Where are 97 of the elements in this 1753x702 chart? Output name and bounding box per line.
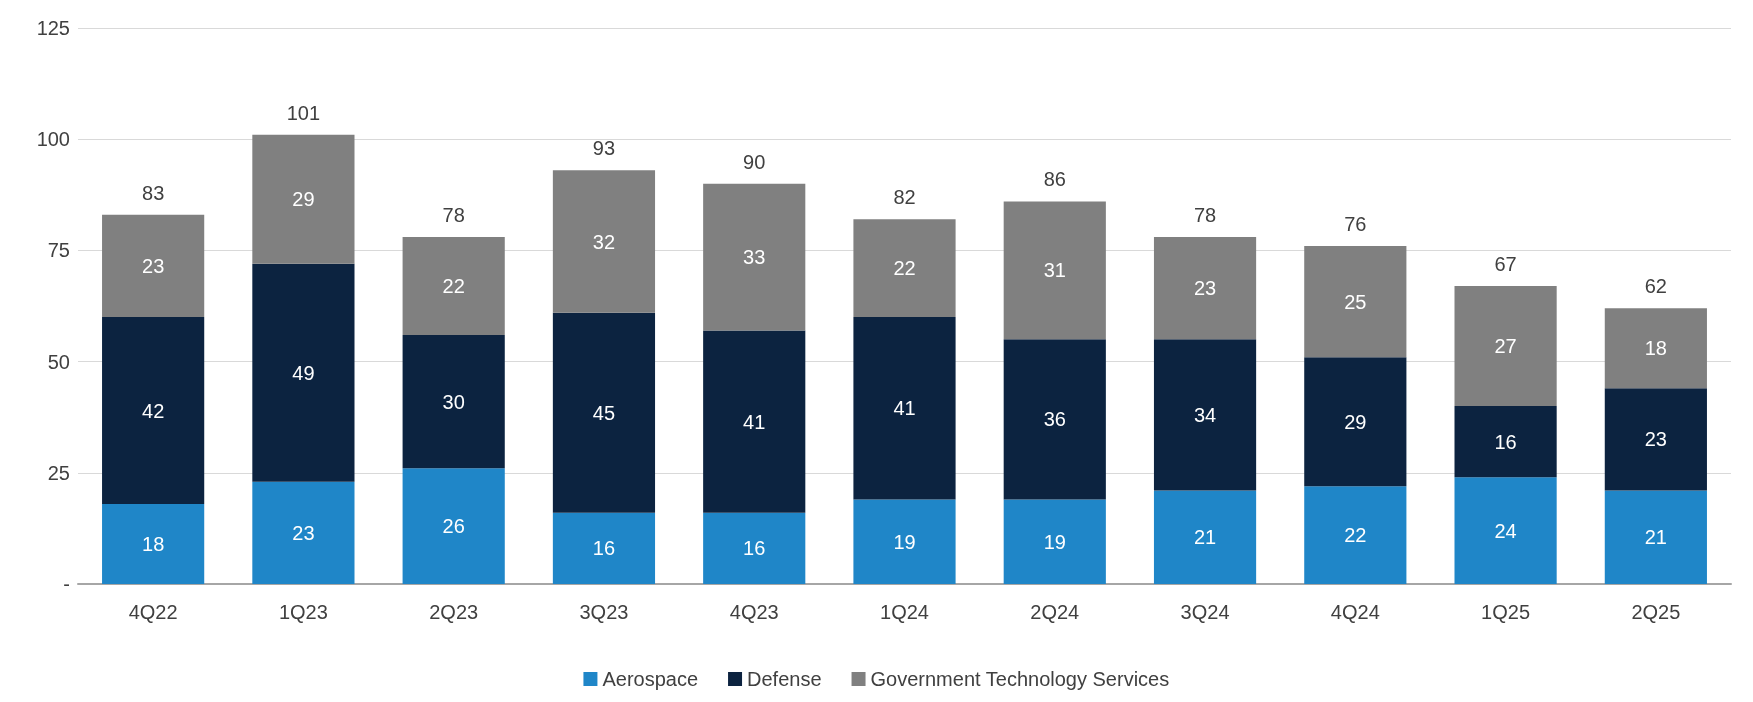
- bar: [1604, 388, 1707, 491]
- total-label: 62: [1644, 275, 1667, 298]
- total-label: 93: [592, 137, 616, 160]
- bar: [252, 481, 355, 584]
- total-label: 83: [142, 181, 165, 204]
- bar: [703, 512, 806, 584]
- data-label: 21: [1644, 526, 1667, 549]
- x-tick-label: 2Q24: [1030, 601, 1080, 623]
- data-label: 23: [292, 521, 315, 544]
- total-label: 101: [286, 101, 321, 124]
- data-label: 16: [743, 537, 766, 560]
- bar: [1454, 477, 1557, 584]
- data-label: 32: [592, 230, 616, 253]
- data-label: 26: [442, 515, 465, 538]
- bar: [102, 214, 205, 318]
- bar: [102, 503, 205, 584]
- data-label: 33: [743, 246, 766, 269]
- bar: [1454, 406, 1557, 478]
- x-tick-label: 2Q23: [429, 601, 479, 623]
- bar: [1153, 237, 1257, 340]
- bar: [102, 317, 205, 504]
- bar: [252, 134, 355, 264]
- bar: [402, 334, 505, 469]
- data-label: 22: [893, 257, 916, 280]
- data-label: 23: [1644, 428, 1667, 451]
- total-label: 78: [442, 204, 465, 227]
- x-tick-label: 1Q24: [880, 601, 929, 623]
- data-label: 34: [1193, 403, 1217, 426]
- bar: [1003, 499, 1106, 584]
- bar: [1604, 490, 1707, 584]
- bar: [252, 263, 355, 482]
- bar: [853, 499, 956, 584]
- bar: [1304, 357, 1407, 487]
- data-label: 23: [142, 254, 165, 277]
- data-label: 19: [1043, 530, 1066, 553]
- legend-label: Government Technology Services: [870, 668, 1170, 690]
- x-tick-label: 3Q24: [1180, 601, 1230, 623]
- data-label: 18: [1644, 337, 1667, 360]
- bar: [1604, 308, 1707, 389]
- bar: [703, 330, 806, 513]
- data-label: 25: [1344, 290, 1367, 313]
- y-tick-label: 75: [47, 239, 70, 262]
- y-tick-label: -: [63, 573, 70, 595]
- bar: [1153, 490, 1257, 584]
- total-label: 78: [1193, 204, 1217, 227]
- bar: [402, 468, 505, 584]
- bar: [1003, 339, 1106, 500]
- data-label: 24: [1494, 519, 1517, 542]
- x-tick-label: 4Q23: [729, 601, 779, 623]
- x-tick-label: 4Q24: [1330, 601, 1380, 623]
- data-label: 22: [442, 274, 465, 297]
- x-tick-label: 1Q25: [1481, 601, 1531, 623]
- bar: [552, 312, 656, 513]
- bar: [853, 219, 956, 318]
- y-tick-label: 25: [47, 461, 70, 484]
- bar: [1153, 339, 1257, 491]
- y-tick-label: 125: [36, 17, 70, 39]
- total-label: 76: [1344, 212, 1367, 235]
- x-tick-label: 2Q25: [1631, 601, 1681, 623]
- x-tick-label: 4Q22: [128, 601, 178, 623]
- data-label: 27: [1494, 335, 1517, 358]
- bar: [552, 170, 656, 313]
- y-tick-label: 50: [47, 350, 70, 373]
- bar: [552, 512, 656, 584]
- bar: [703, 183, 806, 331]
- data-label: 31: [1043, 259, 1066, 282]
- data-label: 16: [592, 537, 616, 560]
- total-label: 67: [1494, 252, 1517, 275]
- data-label: 21: [1193, 526, 1217, 549]
- data-label: 41: [893, 397, 916, 420]
- x-tick-label: 1Q23: [278, 601, 328, 623]
- data-label: 29: [292, 188, 315, 211]
- total-label: 90: [743, 150, 766, 173]
- data-label: 36: [1043, 408, 1066, 431]
- data-label: 16: [1494, 430, 1517, 453]
- x-tick-label: 3Q23: [579, 601, 629, 623]
- data-label: 18: [142, 532, 165, 555]
- legend-label: Aerospace: [602, 668, 699, 690]
- data-label: 29: [1344, 410, 1367, 433]
- data-label: 45: [592, 401, 616, 424]
- bar: [402, 237, 505, 335]
- legend-label: Defense: [747, 668, 822, 690]
- bar: [1304, 486, 1407, 584]
- bar: [1003, 201, 1106, 340]
- y-tick-label: 100: [36, 128, 70, 151]
- bar: [853, 317, 956, 500]
- data-label: 42: [142, 399, 165, 422]
- data-label: 41: [743, 410, 766, 433]
- data-label: 23: [1193, 277, 1217, 300]
- bar: [1454, 285, 1557, 407]
- data-label: 49: [292, 361, 315, 384]
- data-label: 19: [893, 530, 916, 553]
- total-label: 86: [1043, 168, 1066, 191]
- data-label: 30: [442, 390, 465, 413]
- data-label: 22: [1344, 524, 1367, 547]
- total-label: 82: [893, 186, 916, 209]
- bar: [1304, 245, 1407, 358]
